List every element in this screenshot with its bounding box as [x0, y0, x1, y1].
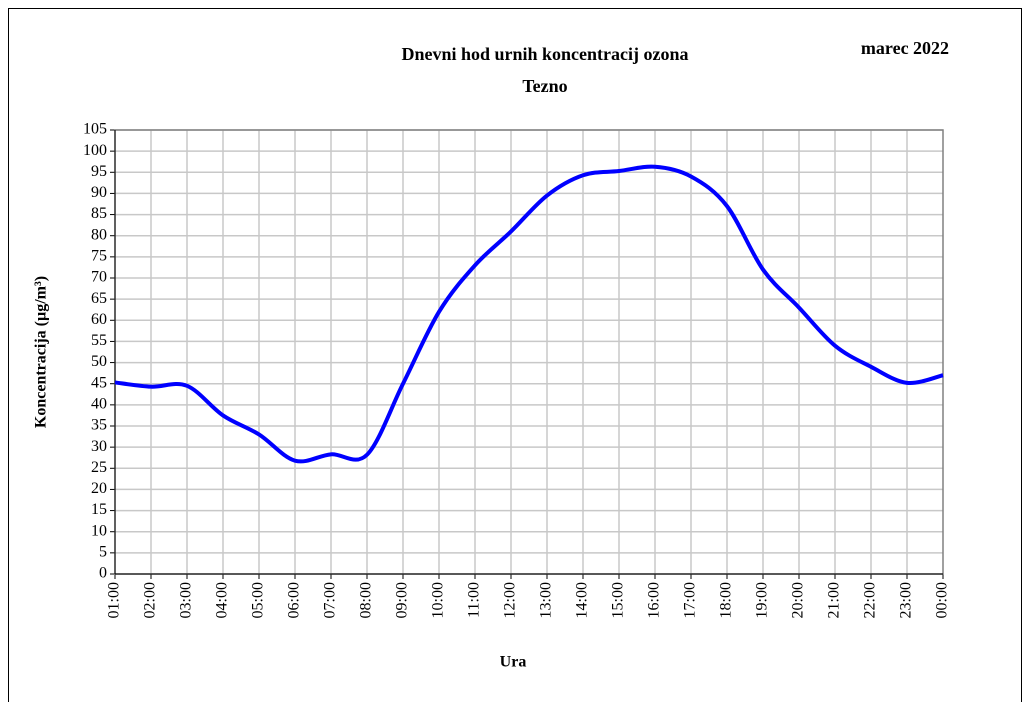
- y-tick-label: 55: [91, 332, 107, 349]
- x-tick-label: 12:00: [502, 582, 519, 618]
- x-axis-label: Ura: [500, 654, 527, 671]
- x-tick-label: 01:00: [106, 582, 123, 618]
- y-tick-label: 70: [91, 269, 107, 286]
- x-tick-label: 22:00: [862, 582, 879, 618]
- x-tick-label: 18:00: [718, 582, 735, 618]
- frame: [8, 8, 1022, 702]
- x-tick-label: 08:00: [358, 582, 375, 618]
- y-tick-label: 30: [91, 438, 107, 455]
- x-tick-label: 17:00: [682, 582, 699, 618]
- y-tick-label: 5: [99, 544, 107, 561]
- x-tick-label: 00:00: [934, 582, 951, 618]
- y-tick-label: 25: [91, 459, 107, 476]
- y-tick-label: 95: [91, 163, 107, 180]
- y-tick-label: 40: [91, 396, 107, 413]
- x-tick-label: 09:00: [394, 582, 411, 618]
- y-tick-label: 80: [91, 226, 107, 243]
- y-tick-label: 60: [91, 311, 107, 328]
- x-tick-label: 10:00: [430, 582, 447, 618]
- y-tick-label: 35: [91, 417, 107, 434]
- x-tick-label: 23:00: [898, 582, 915, 618]
- x-tick-label: 20:00: [790, 582, 807, 618]
- y-tick-label: 65: [91, 290, 107, 307]
- y-tick-label: 90: [91, 184, 107, 201]
- y-tick-label: 10: [91, 522, 107, 539]
- x-tick-label: 06:00: [286, 582, 303, 618]
- y-tick-label: 20: [91, 480, 107, 497]
- x-tick-label: 04:00: [214, 582, 231, 618]
- x-tick-label: 21:00: [826, 582, 843, 618]
- y-tick-label: 45: [91, 374, 107, 391]
- x-tick-label: 19:00: [754, 582, 771, 618]
- y-tick-label: 105: [83, 121, 107, 138]
- period: marec 2022: [861, 38, 949, 58]
- y-tick-label: 15: [91, 501, 107, 518]
- y-tick-label: 50: [91, 353, 107, 370]
- x-tick-label: 11:00: [466, 582, 483, 618]
- chart-subtitle: Tezno: [522, 76, 567, 96]
- x-tick-label: 02:00: [142, 582, 159, 618]
- x-tick-label: 15:00: [610, 582, 627, 618]
- x-tick-label: 14:00: [574, 582, 591, 618]
- y-tick-label: 85: [91, 205, 107, 222]
- plot-border: [114, 129, 944, 575]
- x-tick-label: 07:00: [322, 582, 339, 618]
- y-tick-label: 0: [99, 565, 107, 582]
- x-tick-label: 03:00: [178, 582, 195, 618]
- x-tick-label: 05:00: [250, 582, 267, 618]
- x-tick-label: 13:00: [538, 582, 555, 618]
- y-axis-label: Koncentracija (µg/m³): [33, 276, 50, 428]
- x-tick-label: 16:00: [646, 582, 663, 618]
- y-tick-label: 75: [91, 248, 107, 265]
- y-tick-label: 100: [83, 142, 107, 159]
- line: [114, 164, 944, 464]
- chart-title: Dnevni hod urnih koncentracij ozona: [401, 44, 688, 64]
